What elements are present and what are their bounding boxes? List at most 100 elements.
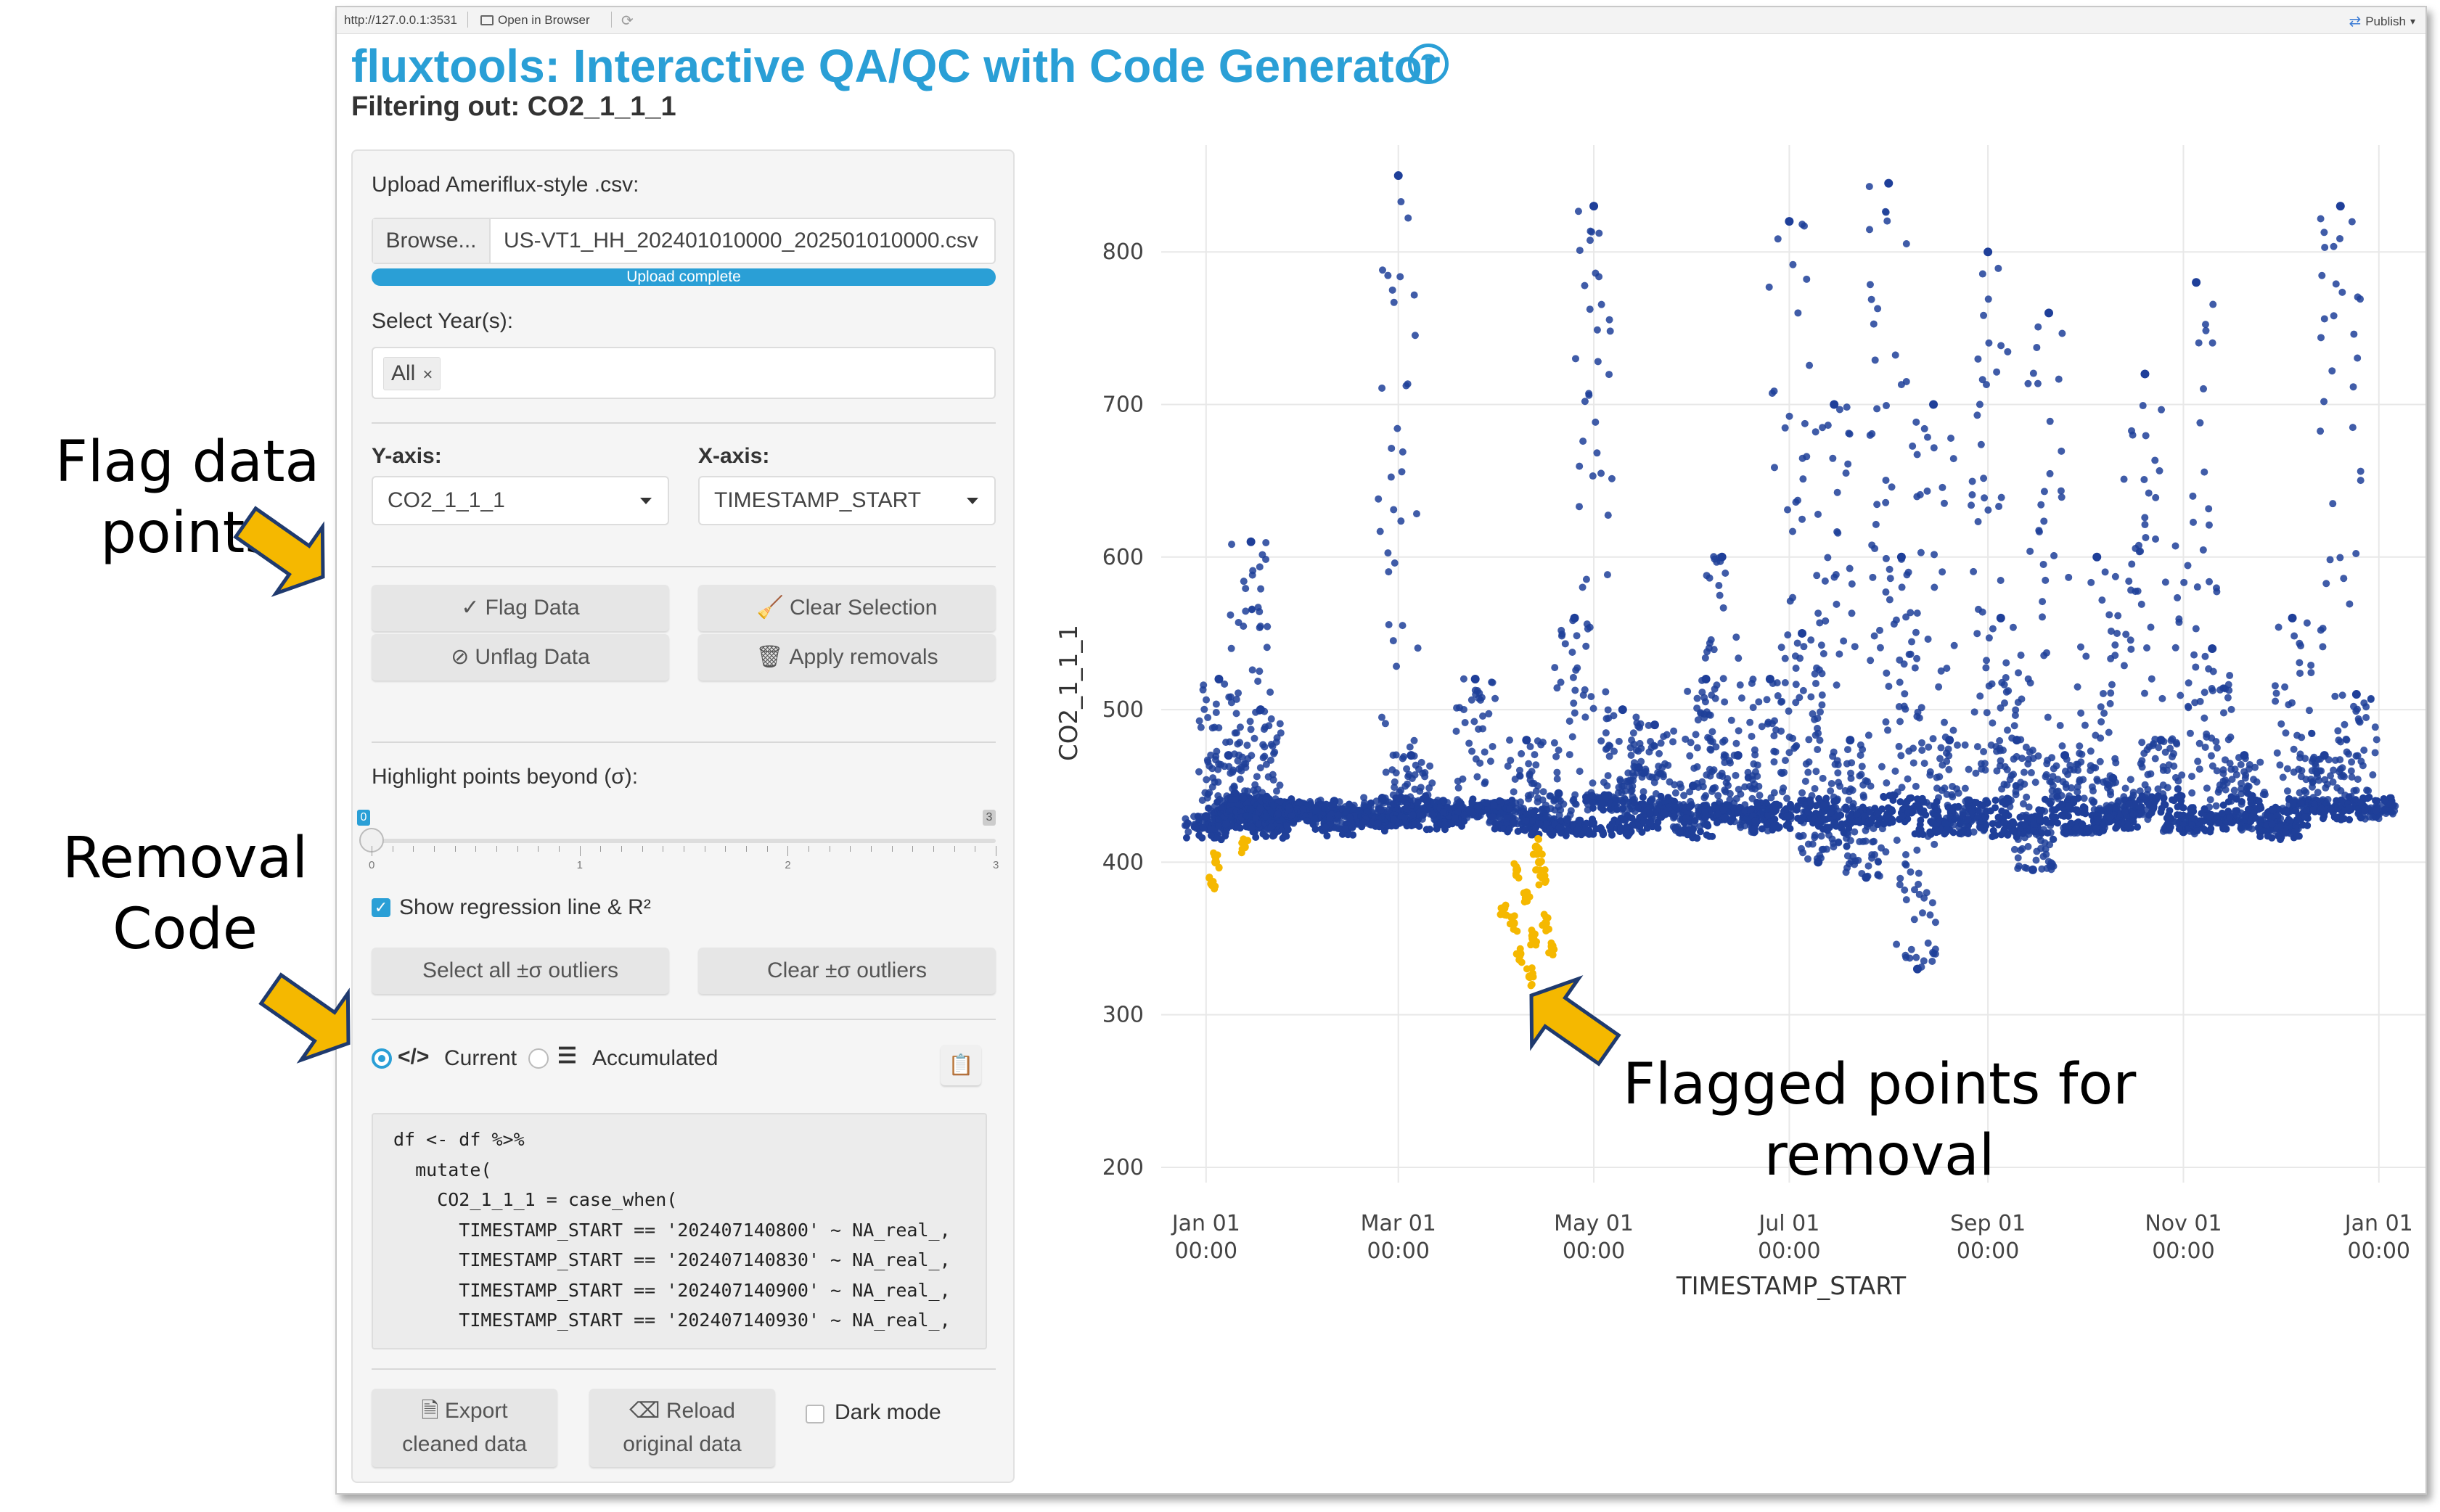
data-point [2237, 760, 2245, 768]
data-point [1467, 696, 1475, 704]
clear-outliers-button[interactable]: Clear ±σ outliers [698, 948, 996, 994]
data-point [1977, 440, 1985, 448]
select-outliers-button[interactable]: Select all ±σ outliers [372, 948, 669, 994]
data-point [2087, 747, 2095, 755]
data-point [1705, 644, 1713, 652]
data-point [1913, 609, 1921, 617]
data-point [2184, 702, 2192, 710]
data-point [1569, 617, 1577, 625]
data-point [1625, 805, 1633, 813]
data-point [1638, 829, 1646, 837]
data-point [1864, 862, 1872, 870]
data-point [2111, 641, 2119, 649]
data-point [1404, 380, 1412, 388]
data-point [1931, 919, 1939, 926]
data-point [2058, 742, 2066, 750]
dark-mode-checkbox[interactable] [806, 1405, 824, 1423]
data-point [1727, 716, 1735, 724]
data-point [2273, 749, 2281, 757]
data-point [2079, 821, 2087, 829]
data-point [1406, 743, 1414, 751]
data-point [2218, 809, 2226, 817]
data-point [1924, 635, 1932, 643]
data-point [1719, 604, 1727, 612]
slider-tick [766, 846, 768, 852]
data-point [1873, 501, 1881, 509]
regression-checkbox[interactable]: ✓ [372, 898, 390, 917]
apply-removals-button[interactable]: 🗑 Apply removals [698, 634, 996, 681]
slider-tick [912, 846, 914, 852]
data-point [2002, 659, 2010, 667]
data-point [1806, 361, 1814, 369]
data-point [1843, 403, 1851, 411]
data-point [1721, 813, 1729, 821]
year-select[interactable]: All × [372, 347, 996, 399]
data-point [2024, 842, 2032, 850]
data-point [1203, 696, 1211, 704]
data-point [1711, 685, 1719, 693]
data-point [1970, 567, 1978, 575]
data-point [1528, 779, 1536, 787]
browse-button[interactable]: Browse... [373, 219, 491, 263]
data-point [2039, 598, 2047, 606]
copy-clipboard-button[interactable]: 📋 [941, 1045, 981, 1085]
data-point [1895, 742, 1903, 750]
data-point [1883, 779, 1891, 787]
chevron-down-icon: ▾ [2410, 15, 2415, 27]
clear-selection-button[interactable]: 🧹 Clear Selection [698, 585, 996, 631]
data-point [1410, 736, 1418, 744]
data-point [2044, 829, 2052, 837]
slider-tick [454, 846, 456, 852]
data-point [1317, 796, 1325, 804]
data-point [2186, 729, 2194, 737]
data-point [1763, 696, 1771, 704]
data-point [1750, 760, 1758, 768]
unflag-data-button[interactable]: ⊘ Unflag Data [372, 634, 669, 681]
current-code-radio[interactable] [372, 1048, 392, 1069]
data-point [2196, 419, 2204, 427]
unflag-data-label: Unflag Data [475, 645, 590, 669]
data-point [1616, 776, 1624, 784]
code-line: TIMESTAMP_START == '202407140900' ~ NA_r… [393, 1279, 951, 1301]
data-point [2139, 402, 2147, 410]
data-point [1981, 766, 1989, 774]
reload-button[interactable]: ⌫ Reload original data [589, 1389, 775, 1467]
data-point [1901, 886, 1909, 894]
flag-data-button[interactable]: ✓ Flag Data [372, 585, 669, 631]
x-axis-select[interactable]: TIMESTAMP_START [698, 476, 996, 525]
year-tag: All × [383, 357, 441, 390]
data-point [1911, 664, 1919, 672]
data-point [1933, 803, 1941, 811]
data-point [1711, 694, 1719, 702]
data-point [2222, 776, 2230, 784]
data-point [1686, 788, 1694, 796]
accumulated-code-radio[interactable] [528, 1048, 549, 1069]
data-point [2250, 810, 2258, 818]
help-icon[interactable]: ? [1408, 44, 1449, 84]
data-point [2171, 644, 2179, 652]
browser-toolbar: http://127.0.0.1:3531 Open in Browser ⟳ … [337, 7, 2425, 34]
remove-tag-icon[interactable]: × [422, 365, 433, 385]
data-point [1335, 811, 1343, 819]
data-point [1256, 563, 1264, 571]
data-point [1865, 183, 1873, 191]
export-button[interactable]: 🗎 Export cleaned data [372, 1389, 557, 1467]
y-axis-select[interactable]: CO2_1_1_1 [372, 476, 669, 525]
file-input[interactable]: Browse... US-VT1_HH_202401010000_2025010… [372, 218, 996, 264]
data-point [1994, 813, 2002, 821]
data-point [1258, 789, 1266, 797]
data-point [2160, 794, 2168, 802]
refresh-icon[interactable]: ⟳ [621, 13, 634, 29]
slider-tick [413, 846, 414, 852]
open-in-browser-button[interactable]: Open in Browser [480, 13, 590, 28]
publish-button[interactable]: ⇄ Publish ▾ [2349, 12, 2415, 30]
data-point [2015, 862, 2023, 870]
data-point [1936, 755, 1944, 763]
data-point [1231, 750, 1239, 758]
sigma-slider-track[interactable] [372, 839, 996, 843]
data-point [1568, 649, 1576, 657]
data-point [2200, 805, 2208, 813]
data-point [1428, 779, 1436, 787]
data-point [1819, 649, 1827, 657]
